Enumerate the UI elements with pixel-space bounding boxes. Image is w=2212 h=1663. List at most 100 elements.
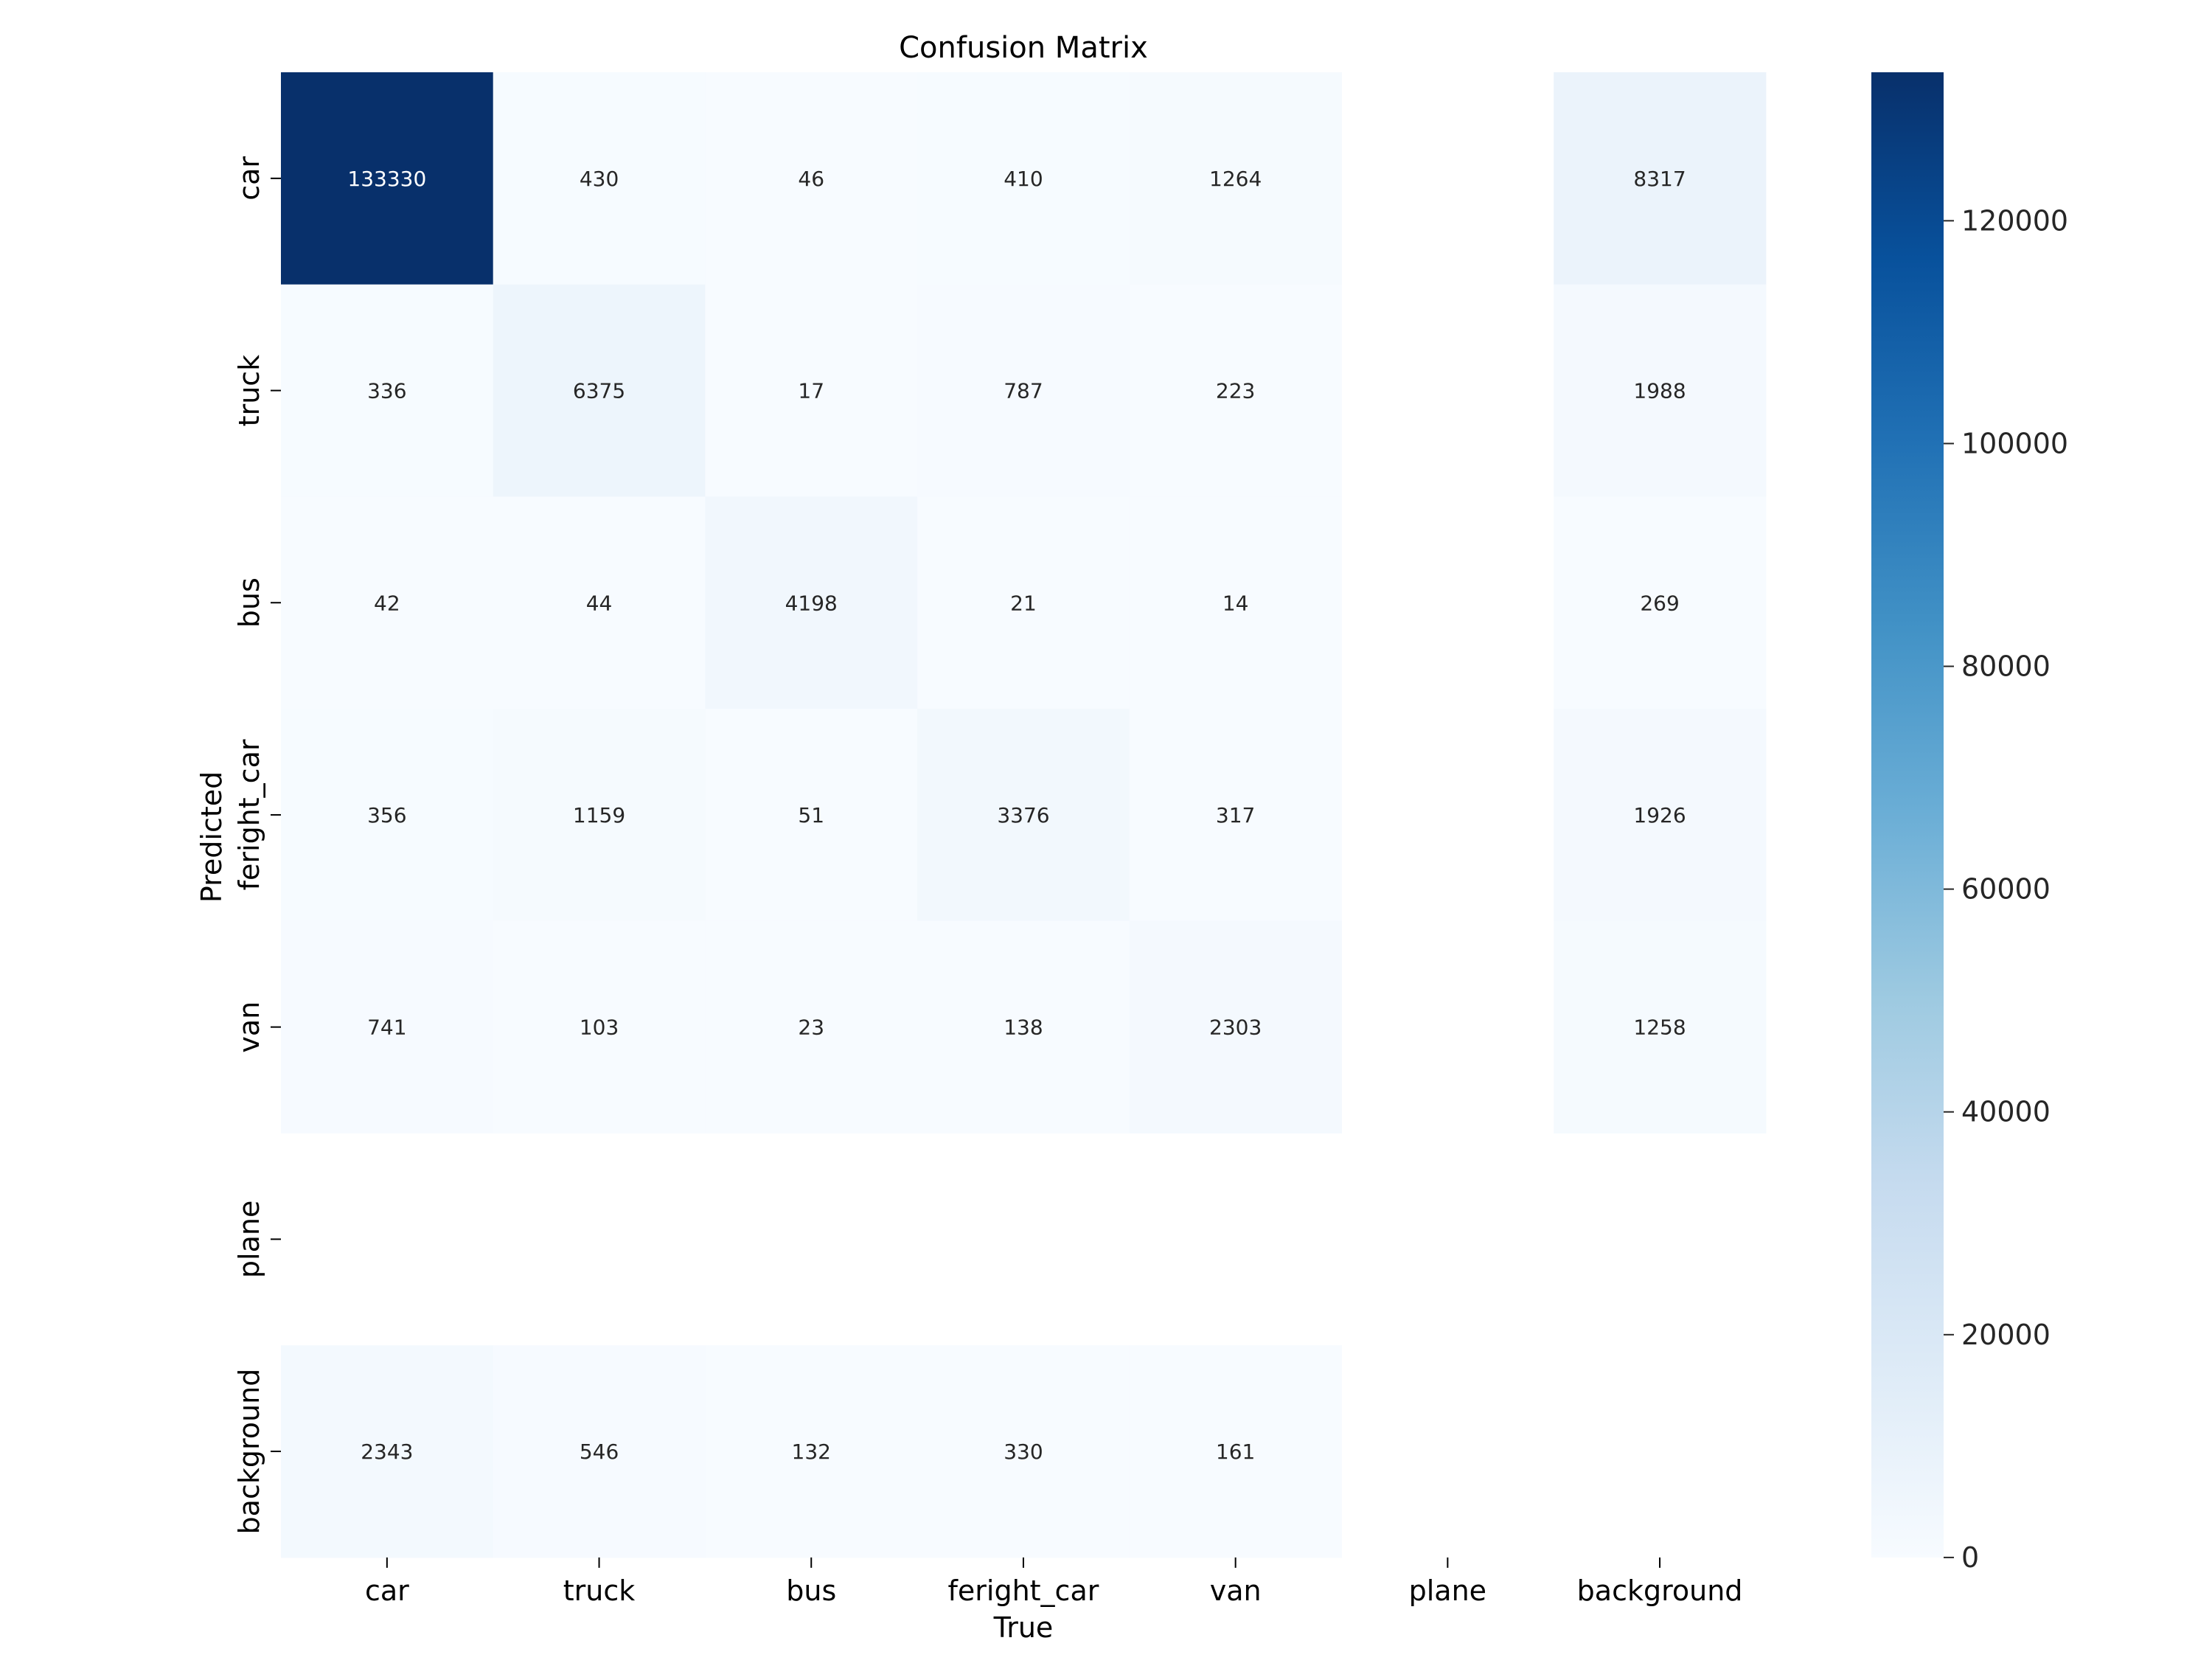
heatmap-cell [1554, 496, 1767, 709]
heatmap-cell [493, 709, 706, 922]
cell-value-label: 1258 [1633, 1015, 1686, 1040]
heatmap-cell [705, 284, 918, 497]
cell-value-label: 317 [1216, 803, 1255, 827]
cell-value-label: 23 [798, 1015, 824, 1040]
heatmap-cell [1554, 284, 1767, 497]
cell-value-label: 223 [1216, 379, 1255, 403]
cell-value-label: 8317 [1633, 167, 1686, 191]
y-tick-label: plane [233, 1201, 265, 1278]
y-tick-label: bus [233, 577, 265, 628]
colorbar-tick-label: 40000 [1961, 1096, 2051, 1128]
cell-value-label: 1926 [1633, 803, 1686, 827]
colorbar-tick-label: 60000 [1961, 873, 2051, 906]
cell-value-label: 51 [798, 803, 824, 827]
x-tick-label: van [1210, 1575, 1262, 1607]
cell-value-label: 1988 [1633, 379, 1686, 403]
cell-value-label: 2303 [1209, 1015, 1262, 1040]
x-axis-label: True [993, 1611, 1054, 1644]
heatmap-cell [281, 1345, 494, 1558]
cell-value-label: 410 [1004, 167, 1043, 191]
cell-value-label: 17 [798, 379, 824, 403]
cell-value-label: 336 [367, 379, 406, 403]
heatmap-cell [1129, 709, 1342, 922]
cell-value-label: 1159 [573, 803, 625, 827]
cell-value-label: 6375 [573, 379, 625, 403]
cell-value-label: 14 [1222, 591, 1249, 615]
x-axis: car truck bus feright_car van plane background [365, 1557, 1743, 1607]
heatmap-cell [1554, 920, 1767, 1133]
colorbar-tick-label: 80000 [1961, 650, 2051, 683]
heatmap-cell-labels: 133330 430 46 410 1264 8317 336 6375 17 787 223 198… [347, 167, 1686, 1464]
y-tick-label: car [233, 156, 265, 201]
cell-value-label: 21 [1010, 591, 1037, 615]
heatmap-cell [917, 72, 1130, 285]
cell-value-label: 269 [1640, 591, 1679, 615]
cell-value-label: 787 [1004, 379, 1043, 403]
cell-value-label: 741 [367, 1015, 406, 1040]
cell-value-label: 4198 [785, 591, 838, 615]
x-tick-label: bus [786, 1575, 836, 1607]
colorbar-tick-label: 120000 [1961, 204, 2068, 237]
heatmap-cell [705, 709, 918, 922]
heatmap-cell [917, 920, 1130, 1133]
x-tick-label: background [1577, 1575, 1743, 1607]
heatmap-cell [281, 709, 494, 922]
y-tick-label: background [233, 1369, 265, 1535]
cell-value-label: 161 [1216, 1440, 1255, 1464]
heatmap-cell [493, 496, 706, 709]
x-tick-label: feright_car [948, 1575, 1099, 1607]
heatmap-cell [705, 72, 918, 285]
cell-value-label: 42 [374, 591, 400, 615]
cell-value-label: 330 [1004, 1440, 1043, 1464]
heatmap-cell [1129, 920, 1342, 1133]
colorbar-tick-label: 20000 [1961, 1319, 2051, 1351]
heatmap-cell [281, 284, 494, 497]
heatmap-cell [1129, 496, 1342, 709]
heatmap-cell [917, 284, 1130, 497]
colorbar-tick-label: 0 [1961, 1541, 1979, 1574]
heatmap-cell [917, 1345, 1130, 1558]
heatmap-cell [1129, 284, 1342, 497]
colorbar-gradient [1871, 72, 1944, 1558]
heatmap-cell [1129, 72, 1342, 285]
heatmap-cell [281, 72, 494, 285]
heatmap-cell [1554, 72, 1767, 285]
cell-value-label: 2343 [361, 1440, 413, 1464]
cell-value-label: 356 [367, 803, 406, 827]
cell-value-label: 133330 [347, 167, 426, 191]
chart-title: Confusion Matrix [899, 31, 1148, 65]
cell-value-label: 103 [580, 1015, 619, 1040]
heatmap-cell [281, 496, 494, 709]
colorbar-tick-label: 100000 [1961, 427, 2068, 459]
heatmap-cell [493, 1345, 706, 1558]
heatmap-cell [493, 920, 706, 1133]
heatmap-cell [1554, 709, 1767, 922]
heatmap-cell [281, 920, 494, 1133]
cell-value-label: 46 [798, 167, 824, 191]
cell-value-label: 138 [1004, 1015, 1043, 1040]
heatmap-cell [705, 920, 918, 1133]
cell-value-label: 44 [586, 591, 613, 615]
heatmap-cell [493, 284, 706, 497]
y-tick-label: feright_car [233, 739, 265, 890]
heatmap-cell [917, 709, 1130, 922]
heatmap-cell [705, 496, 918, 709]
heatmap-cell [917, 496, 1130, 709]
x-tick-label: plane [1409, 1575, 1486, 1607]
heatmap-cell [1129, 1345, 1342, 1558]
cell-value-label: 3376 [997, 803, 1049, 827]
heatmap-cells [281, 72, 1767, 1558]
y-tick-label: truck [233, 355, 265, 427]
heatmap-cell [493, 72, 706, 285]
cell-value-label: 132 [792, 1440, 831, 1464]
y-tick-label: van [233, 1001, 265, 1053]
cell-value-label: 546 [580, 1440, 619, 1464]
cell-value-label: 1264 [1209, 167, 1262, 191]
x-tick-label: truck [563, 1575, 636, 1607]
x-tick-label: car [365, 1575, 409, 1607]
colorbar: 0 20000 40000 60000 80000 100000 120000 [1871, 72, 2068, 1574]
cell-value-label: 430 [580, 167, 619, 191]
